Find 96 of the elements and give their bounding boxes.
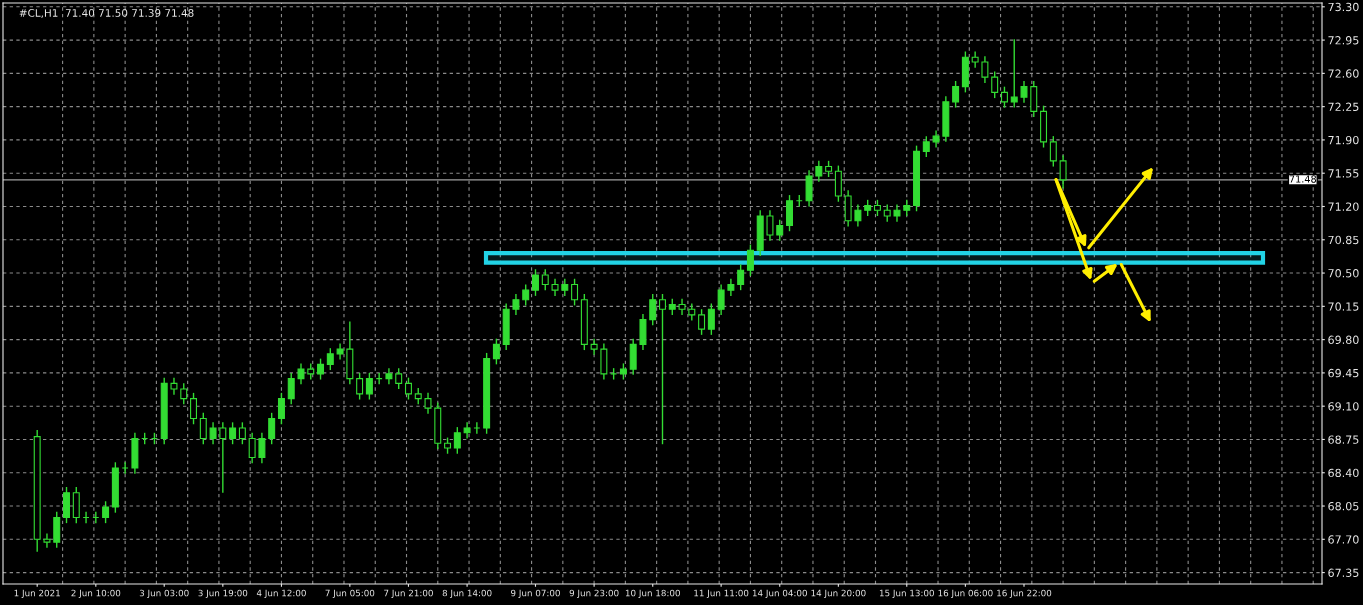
candlestick: [678, 298, 686, 316]
y-tick-label: 71.90: [1328, 135, 1359, 145]
candlestick: [649, 293, 657, 327]
candlestick: [317, 357, 325, 381]
ref-line-label: 71.48: [1289, 175, 1317, 183]
candlestick: [1010, 38, 1018, 109]
candlestick: [287, 372, 295, 405]
y-tick-label: 70.85: [1328, 235, 1359, 245]
candlestick: [952, 80, 960, 109]
y-tick-label: 67.70: [1328, 535, 1359, 544]
x-tick-label: 2 Jun 10:00: [71, 589, 121, 598]
y-tick-label: 72.25: [1328, 102, 1359, 112]
x-tick-label: 16 Jun 22:00: [997, 589, 1052, 598]
x-tick-label: 15 Jun 13:00: [879, 589, 934, 598]
candlestick: [121, 461, 129, 475]
candlestick: [297, 362, 305, 386]
candlestick: [473, 421, 481, 435]
candlestick: [209, 421, 217, 445]
y-tick-label: 69.80: [1328, 335, 1359, 344]
candlestick: [356, 372, 364, 401]
candlestick: [326, 347, 334, 371]
candlestick: [971, 50, 979, 69]
candlestick: [248, 432, 256, 464]
candlestick: [238, 421, 246, 445]
candlestick: [199, 412, 207, 445]
y-tick-label: 71.20: [1328, 202, 1359, 211]
candlestick: [190, 392, 198, 425]
candlestick: [1000, 85, 1008, 109]
candlestick: [659, 293, 666, 445]
candlestick: [453, 426, 461, 455]
candlestick: [258, 432, 266, 464]
candlestick: [180, 382, 188, 405]
candlestick: [541, 268, 549, 291]
candlestick: [707, 302, 715, 336]
x-tick-label: 14 Jun 04:00: [752, 589, 807, 598]
x-tick-label: 3 Jun 19:00: [198, 589, 248, 598]
y-tick-label: 70.50: [1328, 269, 1359, 278]
x-tick-label: 16 Jun 06:00: [938, 589, 993, 598]
x-tick-label: 4 Jun 12:00: [256, 589, 306, 598]
candlestick: [932, 129, 940, 149]
y-tick-label: 70.15: [1328, 302, 1359, 311]
candlestick: [776, 219, 784, 242]
candlestick: [922, 135, 930, 158]
x-tick-label: 10 Jun 18:00: [625, 589, 680, 598]
candlestick: [991, 70, 999, 99]
candlestick: [463, 421, 471, 440]
candlestick: [1020, 80, 1028, 104]
y-tick-label: 69.10: [1328, 402, 1359, 411]
y-tick-label: 68.40: [1328, 468, 1359, 478]
x-tick-label: 9 Jun 23:00: [569, 589, 619, 598]
candlestick: [277, 392, 285, 425]
candlestick: [531, 268, 539, 297]
candlestick: [43, 532, 51, 549]
candlestick: [102, 500, 110, 524]
candlestick: [229, 421, 237, 445]
y-tick-label: 67.35: [1328, 568, 1359, 577]
candlestick: [512, 293, 520, 316]
candlestick: [395, 367, 403, 390]
candlestick: [492, 337, 500, 366]
x-tick-label: 8 Jun 14:00: [442, 589, 492, 598]
x-tick-label: 11 Jun 11:00: [694, 589, 749, 598]
y-tick-label: 73.30: [1328, 2, 1359, 12]
x-tick-label: 14 Jun 20:00: [811, 589, 866, 598]
candlestick: [219, 421, 227, 494]
candlestick: [981, 55, 989, 84]
candlestick: [854, 203, 862, 228]
x-tick-label: 1 Jun 2021: [14, 589, 60, 598]
y-tick-label: 68.05: [1328, 502, 1359, 511]
x-tick-label: 9 Jun 07:00: [511, 589, 560, 598]
candlestick: [717, 283, 725, 316]
candlestick: [766, 209, 774, 242]
y-tick-label: 72.95: [1328, 36, 1359, 45]
candlestick: [365, 372, 373, 401]
y-tick-label: 68.75: [1328, 435, 1359, 444]
y-tick-label: 71.55: [1328, 169, 1359, 178]
candlestick: [815, 160, 823, 183]
candlestick: [404, 376, 412, 401]
y-tick-label: 72.60: [1328, 69, 1359, 78]
candlestick: [522, 283, 530, 307]
text: #CL,H1 71.40 71.50 71.39 71.48: [19, 8, 194, 18]
candlestick: [336, 342, 344, 361]
candlestick: [698, 308, 706, 336]
candlestick: [385, 367, 393, 386]
candlestick: [424, 392, 432, 415]
candlestick: [268, 412, 276, 445]
candlestick: [737, 263, 745, 291]
y-tick-label: 69.45: [1328, 368, 1359, 378]
candlestick: [1059, 154, 1067, 190]
candlestick: [590, 337, 598, 356]
x-tick-label: 3 Jun 03:00: [139, 589, 189, 598]
candlestick: [1049, 135, 1057, 168]
x-tick-label: 7 Jun 21:00: [384, 589, 433, 598]
x-tick-label: 7 Jun 05:00: [325, 589, 375, 598]
candlestick: [746, 243, 754, 277]
candlestick: [571, 278, 579, 307]
candlestick: [688, 302, 696, 322]
